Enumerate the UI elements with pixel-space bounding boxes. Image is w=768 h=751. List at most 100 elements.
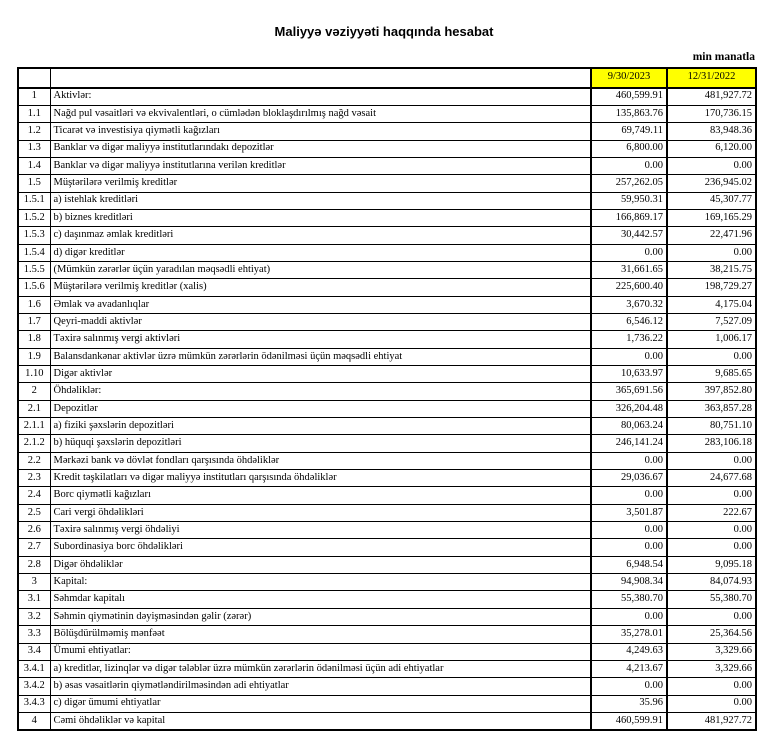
row-label: Səhmin qiymətinin dəyişməsindən gəlir (z… [49, 607, 592, 627]
value-current: 135,863.76 [590, 104, 668, 124]
header-date-prior: 12/31/2022 [666, 67, 757, 89]
table-row: 2.6 Təxirə salınmış vergi öhdəliyi 0.00 0.0… [17, 521, 757, 540]
table-row: 3 Kapital: 94,908.34 84,074.93 [17, 573, 757, 592]
value-prior: 3,329.66 [666, 642, 757, 661]
row-number: 1.6 [17, 295, 51, 314]
row-number: 1.2 [17, 122, 51, 141]
value-prior: 80,751.10 [666, 417, 757, 436]
value-prior: 7,527.09 [666, 312, 757, 332]
row-label: Müştərilərə verilmiş kreditlər (xalis) [49, 278, 592, 297]
value-prior: 0.00 [666, 521, 757, 540]
row-number: 1.5.2 [17, 208, 51, 228]
row-label: d) digər kreditlər [49, 243, 592, 262]
row-number: 2.4 [17, 486, 51, 505]
unit-note: min manatla [692, 51, 755, 63]
value-prior: 481,927.72 [666, 87, 757, 106]
value-current: 94,908.34 [590, 573, 668, 592]
value-prior: 6,120.00 [666, 139, 757, 158]
value-prior: 25,364.56 [666, 625, 757, 644]
value-current: 35,278.01 [590, 625, 668, 644]
value-prior: 0.00 [666, 347, 757, 367]
row-label: Cari vergi öhdəlikləri [49, 503, 592, 523]
row-number: 1.5.6 [17, 278, 51, 297]
table-row: 1.9 Balansdankənar aktivlər üzrə mümkün z… [17, 347, 757, 367]
row-label: b) əsas vəsaitlərin qiymətləndirilməsind… [49, 677, 592, 696]
row-number: 4 [17, 711, 51, 731]
value-current: 246,141.24 [590, 434, 668, 453]
table-row: 3.4.1 a) kreditlər, lizinqlər və digər tə… [17, 659, 757, 679]
row-number: 1.5.3 [17, 226, 51, 245]
table-row: 1 Aktivlər: 460,599.91 481,927.72 [17, 87, 757, 106]
row-label: b) biznes kreditləri [49, 208, 592, 228]
value-prior: 83,948.36 [666, 122, 757, 141]
value-prior: 0.00 [666, 156, 757, 176]
row-label: Təxirə salınmış vergi aktivləri [49, 330, 592, 349]
value-current: 59,950.31 [590, 191, 668, 210]
value-prior: 236,945.02 [666, 174, 757, 193]
row-number: 1.5.4 [17, 243, 51, 262]
row-number: 2.8 [17, 555, 51, 575]
value-prior: 397,852.80 [666, 382, 757, 401]
header-empty-label-cell [49, 67, 592, 89]
row-label: Digər öhdəliklər [49, 555, 592, 575]
value-current: 10,633.97 [590, 364, 668, 384]
row-number: 2.1.1 [17, 417, 51, 436]
table-row: 1.4 Banklar və digər maliyyə institutları… [17, 156, 757, 176]
value-prior: 3,329.66 [666, 659, 757, 679]
table-row: 1.5.2 b) biznes kreditləri 166,869.17 169,1… [17, 208, 757, 228]
value-prior: 222.67 [666, 503, 757, 523]
row-label: Səhmdar kapitalı [49, 590, 592, 609]
table-row: 2.7 Subordinasiya borc öhdəlikləri 0.00 0.0… [17, 538, 757, 557]
value-prior: 198,729.27 [666, 278, 757, 297]
table-row: 3.1 Səhmdar kapitalı 55,380.70 55,380.70 [17, 590, 757, 609]
value-prior: 45,307.77 [666, 191, 757, 210]
value-prior: 1,006.17 [666, 330, 757, 349]
value-prior: 9,685.65 [666, 364, 757, 384]
table-row: 1.3 Banklar və digər maliyyə institutları… [17, 139, 757, 158]
value-current: 0.00 [590, 486, 668, 505]
value-current: 257,262.05 [590, 174, 668, 193]
value-prior: 0.00 [666, 243, 757, 262]
table-body: 1 Aktivlər: 460,599.91 481,927.72 1.1 Nağd pu… [17, 87, 757, 731]
row-number: 3.2 [17, 607, 51, 627]
value-prior: 0.00 [666, 451, 757, 471]
row-number: 2.1 [17, 399, 51, 419]
value-prior: 9,095.18 [666, 555, 757, 575]
row-label: Müştərilərə verilmiş kreditlər [49, 174, 592, 193]
value-current: 0.00 [590, 521, 668, 540]
value-prior: 0.00 [666, 486, 757, 505]
value-current: 4,213.67 [590, 659, 668, 679]
table-row: 3.4 Ümumi ehtiyatlar: 4,249.63 3,329.66 [17, 642, 757, 661]
row-label: c) digər ümumi ehtiyatlar [49, 694, 592, 713]
value-prior: 0.00 [666, 677, 757, 696]
row-number: 1.10 [17, 364, 51, 384]
row-number: 3.4.2 [17, 677, 51, 696]
row-number: 3 [17, 573, 51, 592]
value-prior: 38,215.75 [666, 260, 757, 280]
row-number: 2.5 [17, 503, 51, 523]
table-row: 1.6 Əmlak və avadanlıqlar 3,670.32 4,175.04 [17, 295, 757, 314]
table-row: 3.4.3 c) digər ümumi ehtiyatlar 35.96 0.00 [17, 694, 757, 713]
table-row: 1.5.1 a) istehlak kreditləri 59,950.31 45,3… [17, 191, 757, 210]
row-number: 1.1 [17, 104, 51, 124]
row-label: Borc qiymətli kağızları [49, 486, 592, 505]
value-prior: 481,927.72 [666, 711, 757, 731]
value-current: 460,599.91 [590, 711, 668, 731]
value-prior: 0.00 [666, 694, 757, 713]
table-row: 1.5.6 Müştərilərə verilmiş kreditlər (xal… [17, 278, 757, 297]
table-row: 2.3 Kredit təşkilatları və digər maliyyə … [17, 469, 757, 488]
row-label: Nağd pul vəsaitləri və ekvivalentləri, o… [49, 104, 592, 124]
table-row: 2.1.1 a) fiziki şəxslərin depozitləri 80,0… [17, 417, 757, 436]
table-row: 1.1 Nağd pul vəsaitləri və ekvivalentləri… [17, 104, 757, 124]
row-label: Aktivlər: [49, 87, 592, 106]
row-label: Təxirə salınmış vergi öhdəliyi [49, 521, 592, 540]
value-current: 6,546.12 [590, 312, 668, 332]
value-current: 0.00 [590, 538, 668, 557]
value-prior: 363,857.28 [666, 399, 757, 419]
value-current: 6,800.00 [590, 139, 668, 158]
table-row: 3.3 Bölüşdürülməmiş mənfəət 35,278.01 25,36… [17, 625, 757, 644]
row-number: 1.3 [17, 139, 51, 158]
value-prior: 22,471.96 [666, 226, 757, 245]
value-current: 3,501.87 [590, 503, 668, 523]
table-row: 3.2 Səhmin qiymətinin dəyişməsindən gəlir… [17, 607, 757, 627]
